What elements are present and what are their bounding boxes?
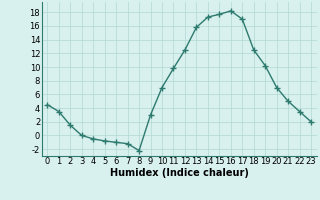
X-axis label: Humidex (Indice chaleur): Humidex (Indice chaleur)	[110, 168, 249, 178]
